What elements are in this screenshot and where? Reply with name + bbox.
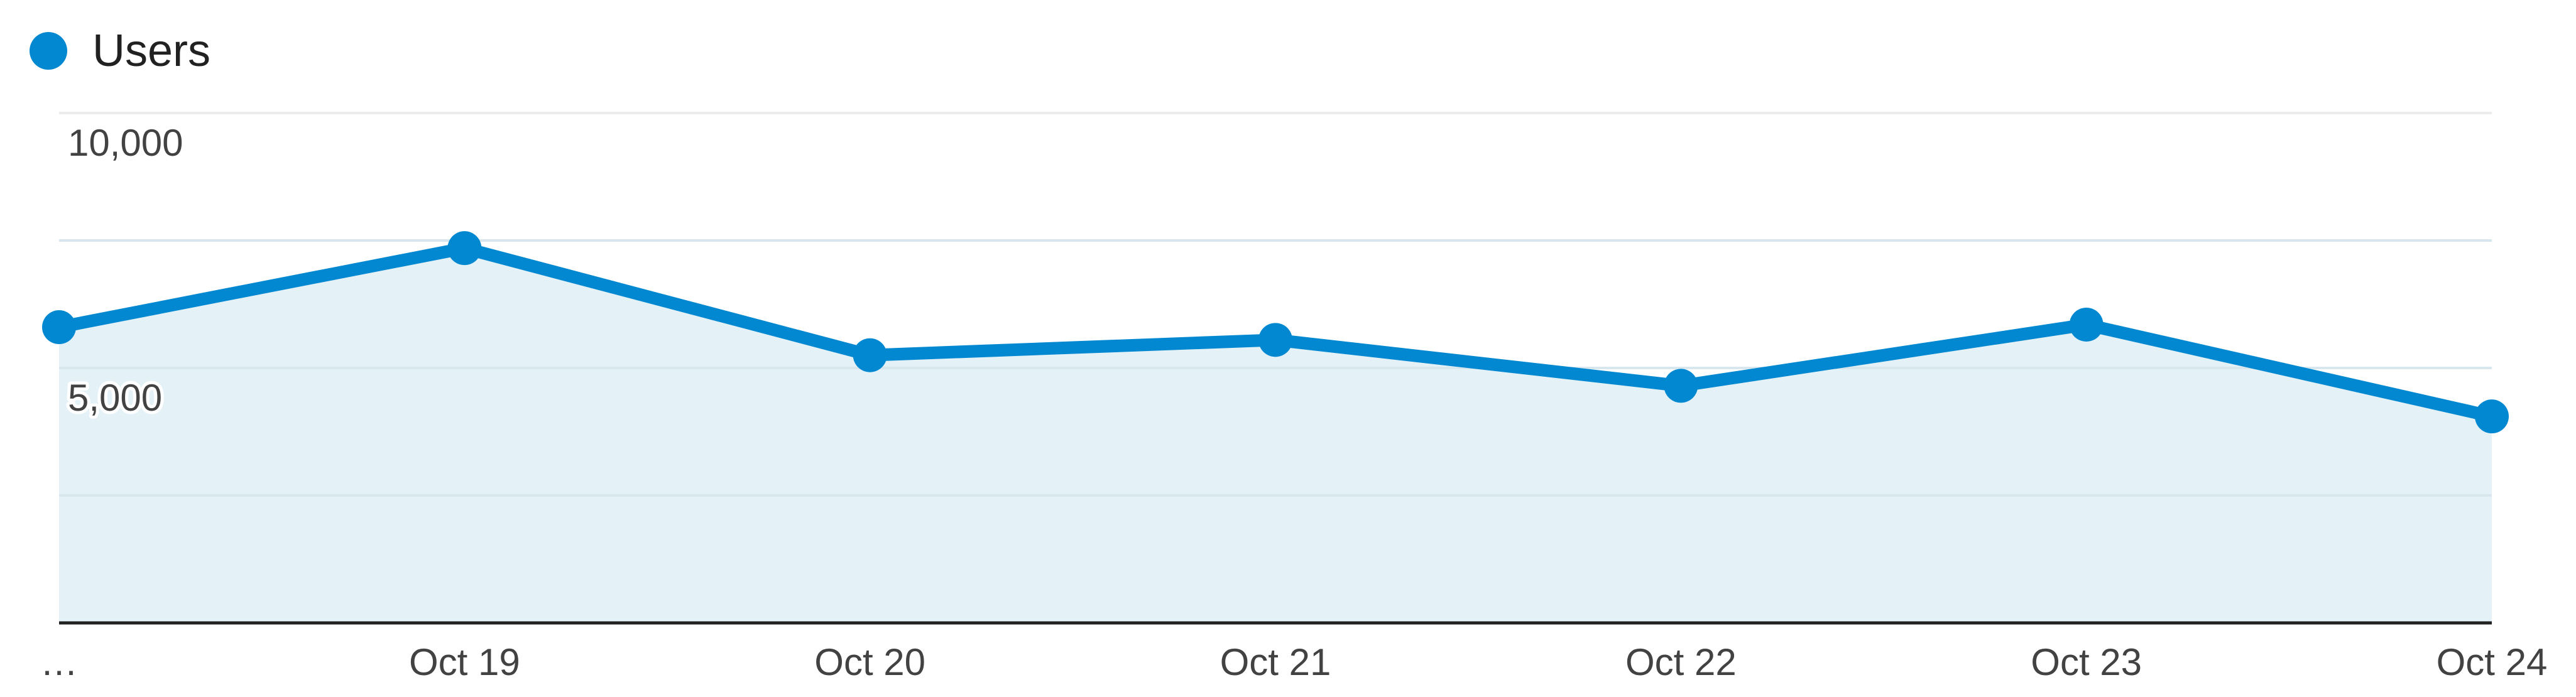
chart-legend: Users (30, 23, 210, 79)
x-tick-label-6: Oct 24 (2437, 641, 2548, 683)
data-point-2 (853, 338, 887, 372)
area-fill-users (59, 248, 2492, 623)
x-tick-label-2: Oct 20 (814, 641, 925, 683)
data-point-0 (42, 310, 76, 345)
data-point-5 (2069, 307, 2104, 342)
legend-swatch-users (30, 32, 67, 70)
x-tick-label-4: Oct 22 (1625, 641, 1737, 683)
x-tick-label-1: Oct 19 (409, 641, 520, 683)
data-point-4 (1664, 369, 1698, 403)
x-tick-label-3: Oct 21 (1220, 641, 1331, 683)
y-tick-label-10000: 10,000 (68, 122, 183, 164)
legend-label-users: Users (92, 26, 211, 76)
x-tick-label-0: … (40, 641, 78, 683)
data-point-6 (2475, 399, 2509, 434)
data-point-1 (447, 231, 482, 266)
data-point-3 (1258, 323, 1292, 357)
y-tick-label-5000: 5,000 (68, 377, 162, 419)
x-tick-label-5: Oct 23 (2031, 641, 2142, 683)
